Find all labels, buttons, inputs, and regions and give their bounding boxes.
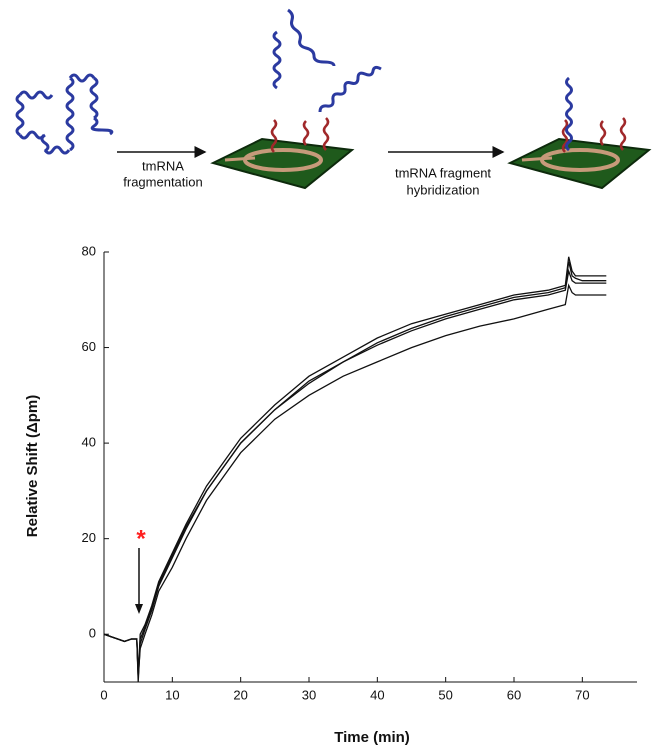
probe [270, 119, 278, 153]
y-tick-label: 0 [89, 626, 96, 641]
chip [210, 137, 355, 190]
x-tick-label: 20 [233, 687, 247, 702]
x-axis-title: Time (min) [334, 729, 410, 746]
x-tick-label: 40 [370, 687, 384, 702]
fragment [318, 65, 382, 113]
y-axis-title: Relative Shift (Δpm) [24, 395, 41, 537]
step-label: tmRNA fragment [395, 165, 491, 180]
series-line [103, 256, 607, 678]
series-line [103, 283, 607, 678]
y-tick-label: 20 [82, 530, 96, 545]
tmrna-strand [15, 73, 114, 155]
schematic: tmRNA fragmentation tmRNA fragment hybri… [15, 8, 652, 197]
probe [322, 117, 330, 151]
y-tick-label: 40 [82, 435, 96, 450]
probe [302, 120, 310, 146]
step-label: tmRNA [142, 158, 184, 173]
x-tick-label: 0 [100, 687, 107, 702]
x-tick-label: 70 [575, 687, 589, 702]
step-label: hybridization [407, 182, 480, 197]
series-line [103, 268, 607, 673]
x-tick-label: 10 [165, 687, 179, 702]
fragment [272, 30, 282, 90]
y-tick-label: 80 [82, 243, 96, 258]
annotation: * [136, 525, 146, 552]
y-tick-label: 60 [82, 339, 96, 354]
series-line [103, 261, 607, 683]
x-tick-label: 30 [302, 687, 316, 702]
x-tick-label: 60 [507, 687, 521, 702]
hybridized-fragment [565, 76, 573, 152]
probe [599, 120, 607, 146]
probe [619, 117, 627, 151]
waveguide [224, 156, 256, 162]
probe [561, 119, 569, 153]
fragment [287, 8, 336, 67]
waveguide [521, 156, 553, 162]
step-label: fragmentation [123, 174, 203, 189]
x-tick-label: 50 [438, 687, 452, 702]
annotation-arrowhead [135, 604, 143, 614]
chip [507, 137, 652, 190]
